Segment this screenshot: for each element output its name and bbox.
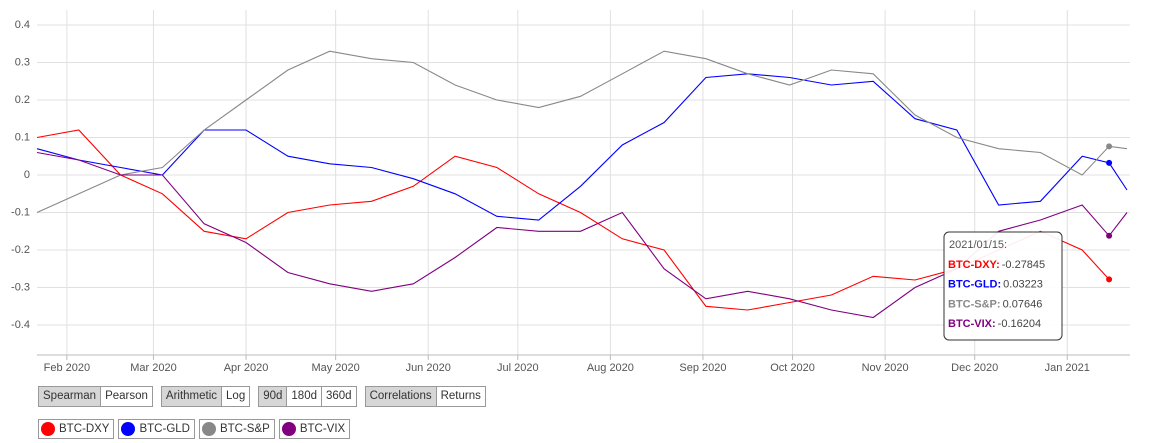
hover-marker — [1106, 276, 1113, 283]
x-tick-label: Aug 2020 — [587, 362, 634, 374]
y-tick-label: 0.2 — [15, 94, 30, 106]
tooltip-title: 2021/01/15: — [949, 239, 1007, 251]
legend-swatch — [281, 422, 296, 436]
button[interactable]: 360d — [321, 387, 356, 406]
y-tick-label: -0.2 — [11, 244, 30, 256]
button[interactable]: Arithmetic — [161, 387, 222, 406]
x-tick-label: Oct 2020 — [770, 362, 815, 374]
tooltip-label: BTC-DXY: — [948, 259, 1000, 271]
tooltip-box — [943, 231, 1063, 341]
x-tick-label: Apr 2020 — [224, 362, 269, 374]
hover-marker — [1106, 143, 1113, 150]
x-tick-label: Dec 2020 — [951, 362, 998, 374]
tooltip-label: BTC-GLD: — [948, 279, 1001, 291]
legend-label: BTC-DXY — [59, 423, 110, 435]
button[interactable]: Correlations — [365, 387, 436, 406]
legend-item[interactable]: BTC-VIX — [278, 419, 351, 439]
tooltip-value: -0.16204 — [998, 318, 1041, 330]
x-tick-label: Jan 2021 — [1045, 362, 1090, 374]
legend: BTC-DXY BTC-GLD BTC-S&P BTC-VIX — [38, 419, 351, 439]
tooltip-row: BTC-GLD: 0.03223 — [948, 279, 1043, 291]
series-line — [36, 73, 1128, 221]
x-tick-label: Nov 2020 — [862, 362, 909, 374]
button[interactable]: 180d — [286, 387, 321, 406]
series-line — [36, 50, 1128, 214]
legend-label: BTC-S&P — [219, 423, 270, 435]
legend-item[interactable]: BTC-DXY — [38, 419, 115, 439]
x-tick-label: Feb 2020 — [44, 362, 90, 374]
button-group: Arithmetic Log — [160, 386, 251, 407]
y-tick-label: -0.1 — [11, 206, 30, 218]
x-tick-label: Jun 2020 — [406, 362, 451, 374]
button[interactable]: Returns — [435, 387, 485, 406]
tooltip-row: BTC-VIX: -0.16204 — [948, 318, 1041, 330]
x-tick-label: Mar 2020 — [130, 362, 176, 374]
legend-label: BTC-VIX — [299, 423, 346, 435]
legend-item[interactable]: BTC-GLD — [118, 419, 195, 439]
hover-marker — [1106, 159, 1113, 166]
y-tick-label: 0.4 — [15, 19, 30, 31]
legend-swatch — [41, 422, 55, 436]
x-tick-label: Sep 2020 — [679, 362, 726, 374]
button-group: Spearman Pearson — [38, 386, 153, 407]
button[interactable]: 90d — [259, 387, 287, 406]
button[interactable]: Log — [221, 387, 249, 406]
y-tick-label: -0.4 — [11, 319, 30, 331]
button-group: Correlations Returns — [364, 386, 486, 407]
hover-marker — [1106, 232, 1113, 239]
button[interactable]: Spearman — [39, 387, 101, 406]
x-tick-label: Jul 2020 — [497, 362, 539, 374]
y-tick-label: 0.1 — [15, 131, 30, 143]
tooltip-label: BTC-S&P: — [948, 298, 1001, 310]
legend-swatch — [121, 422, 136, 436]
tooltip-row: BTC-DXY: -0.27845 — [948, 259, 1045, 271]
y-tick-label: -0.3 — [11, 281, 30, 293]
x-tick-label: May 2020 — [311, 362, 359, 374]
tooltip-row: BTC-S&P: 0.07646 — [948, 298, 1042, 310]
legend-item[interactable]: BTC-S&P — [198, 419, 275, 439]
chart: 0.4 0.3 0.2 0.1 0 -0.1 -0.2 -0.3 -0.4 Feb 2020 Mar… — [11, 10, 1130, 374]
tooltip-value: 0.03223 — [1003, 279, 1043, 291]
legend-swatch — [201, 422, 216, 436]
button[interactable]: Pearson — [100, 387, 152, 406]
tooltip-value: 0.07646 — [1003, 298, 1043, 310]
legend-label: BTC-GLD — [139, 423, 190, 435]
button-group: 90d 180d 360d — [258, 386, 357, 407]
controls: Spearman Pearson Arithmetic Log 90d 180d 360d C… — [38, 386, 486, 407]
series-line — [36, 129, 1110, 311]
y-tick-label: 0 — [24, 169, 30, 181]
tooltip-value: -0.27845 — [1002, 259, 1045, 271]
tooltip-label: BTC-VIX: — [948, 318, 996, 330]
y-tick-label: 0.3 — [15, 56, 30, 68]
